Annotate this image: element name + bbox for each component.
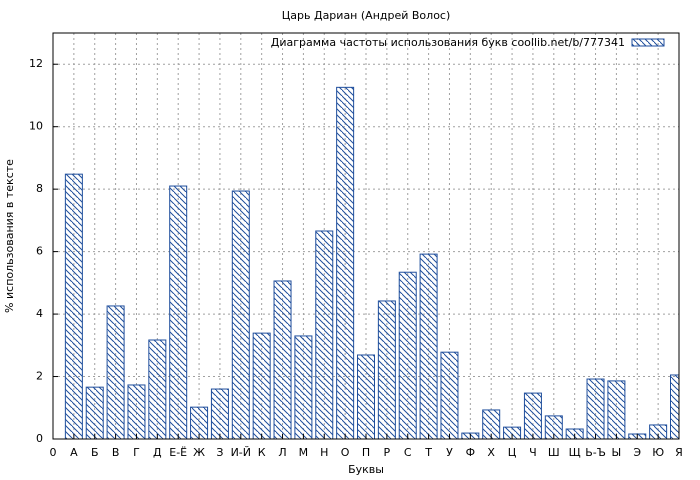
y-tick-label: 2	[36, 370, 43, 383]
bar	[148, 339, 167, 439]
x-tick-label: Ч	[529, 446, 537, 459]
x-tick-label: Т	[424, 446, 432, 459]
bar	[190, 406, 209, 439]
x-tick-label: Б	[91, 446, 99, 459]
y-tick-label: 10	[29, 120, 43, 133]
bar	[85, 386, 104, 439]
x-tick-label: 0	[50, 446, 57, 459]
x-tick-label: Ы	[612, 446, 622, 459]
bar	[127, 384, 146, 439]
x-tick-label: П	[362, 446, 370, 459]
bar	[336, 86, 355, 439]
bar	[649, 424, 668, 439]
y-tick-label: 6	[36, 245, 43, 258]
bar	[523, 392, 542, 439]
bar	[357, 354, 375, 439]
bar	[398, 271, 417, 439]
bar	[419, 253, 438, 439]
x-tick-label: Р	[384, 446, 391, 459]
y-tick-label: 0	[36, 432, 43, 445]
bar	[106, 305, 125, 439]
bars	[64, 86, 679, 439]
grid	[53, 33, 679, 439]
x-tick-label: Л	[278, 446, 286, 459]
x-tick-label: Щ	[569, 446, 581, 459]
x-tick-label: Д	[153, 446, 162, 459]
x-tick-label: Ь-Ъ	[585, 446, 606, 459]
bar	[231, 190, 250, 439]
bar	[64, 173, 83, 439]
bar	[252, 332, 271, 439]
x-axis-label: Буквы	[348, 463, 384, 476]
x-tick-label: И-Й	[231, 446, 251, 459]
x-tick-label: Ж	[193, 446, 205, 459]
x-tick-label: Х	[487, 446, 495, 459]
x-tick-label: У	[446, 446, 453, 459]
bar	[607, 380, 626, 439]
x-tick-label: Ц	[508, 446, 517, 459]
x-tick-label: В	[112, 446, 120, 459]
y-tick-label: 8	[36, 182, 43, 195]
bar	[377, 300, 396, 439]
x-tick-label: А	[70, 446, 78, 459]
bar	[273, 280, 292, 439]
legend-swatch	[631, 38, 665, 47]
bar	[670, 374, 679, 439]
y-tick-label: 12	[29, 57, 43, 70]
bar	[210, 388, 229, 439]
x-tick-label: Э	[633, 446, 641, 459]
chart-title: Царь Дариан (Андрей Волос)	[282, 9, 451, 22]
bar	[586, 378, 605, 439]
x-tick-label: О	[341, 446, 350, 459]
x-tick-label: Н	[320, 446, 328, 459]
x-tick-label: К	[258, 446, 266, 459]
x-tick-label: З	[216, 446, 223, 459]
y-axis-label: % использования в тексте	[3, 159, 16, 313]
x-tick-label: М	[299, 446, 309, 459]
legend-label: Диаграмма частоты использования букв coo…	[271, 36, 625, 49]
x-tick-label: Я	[675, 446, 683, 459]
x-tick-label: Г	[133, 446, 140, 459]
x-tick-label: Е-Ё	[169, 446, 187, 459]
x-tick-label: Ш	[548, 446, 560, 459]
y-tick-label: 4	[36, 307, 43, 320]
bar	[440, 351, 459, 439]
bar	[169, 185, 188, 439]
bar	[294, 335, 313, 439]
x-tick-label: Ф	[466, 446, 475, 459]
x-tick-label: Ю	[652, 446, 664, 459]
x-tick-label: С	[404, 446, 412, 459]
bar	[315, 230, 334, 439]
